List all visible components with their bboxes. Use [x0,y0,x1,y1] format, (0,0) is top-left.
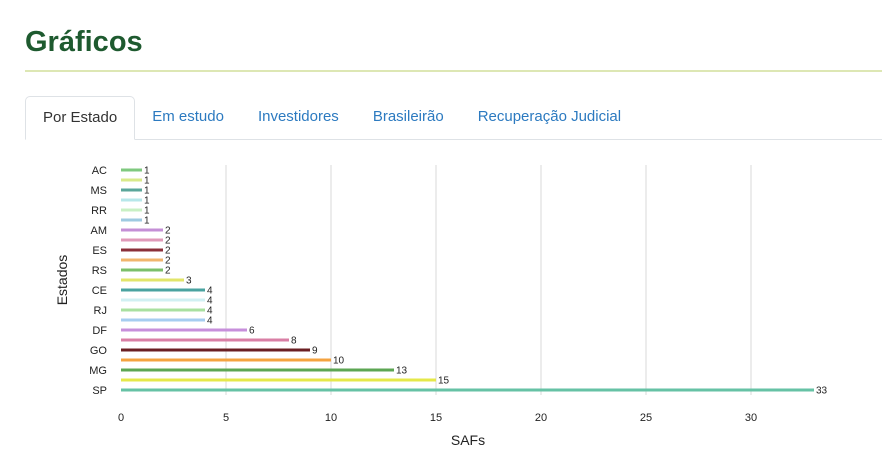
category-label: RR [91,205,107,217]
category-label: AC [92,165,107,177]
bar [121,328,247,332]
category-label: SP [92,385,107,397]
bar [121,208,142,212]
data-label: 13 [396,366,408,377]
category-label: ES [92,245,107,257]
data-label: 4 [207,306,213,317]
bar [121,198,142,202]
x-tick-label: 0 [118,412,124,424]
data-label: 2 [165,236,171,247]
bar [121,318,205,322]
data-label: 2 [165,246,171,257]
tab-bar: Por Estado Em estudo Investidores Brasil… [25,96,882,140]
category-label: DF [92,325,107,337]
data-label: 33 [816,386,828,397]
bar [121,278,184,282]
data-label: 4 [207,296,213,307]
x-tick-label: 20 [535,412,547,424]
bar [121,368,394,372]
category-label: RJ [94,305,107,317]
bar [121,228,163,232]
tab-investidores[interactable]: Investidores [257,108,339,125]
bar [121,338,289,342]
tab-por-estado[interactable]: Por Estado [25,96,136,140]
bar [121,288,205,292]
bar [121,188,142,192]
data-label: 8 [291,336,297,347]
bar [121,358,331,362]
x-tick-label: 25 [640,412,652,424]
data-label: 1 [144,216,150,227]
category-label: MG [89,365,107,377]
x-tick-label: 15 [430,412,442,424]
data-label: 1 [144,166,150,177]
category-label: GO [90,345,108,357]
bar [121,168,142,172]
data-label: 3 [186,276,192,287]
data-label: 15 [438,376,450,387]
bar [121,298,205,302]
bar [121,218,142,222]
data-label: 4 [207,316,213,327]
tab-em-estudo[interactable]: Em estudo [152,108,224,125]
category-label: CE [92,285,107,297]
bar [121,268,163,272]
x-axis-title: SAFs [451,432,485,448]
bar-chart: 1AC11MS11RR12AM22ES22RS34CE44RJ46DF89GO1… [54,165,828,448]
data-label: 2 [165,226,171,237]
bar [121,348,310,352]
x-tick-label: 5 [223,412,229,424]
data-label: 1 [144,196,150,207]
bar [121,308,205,312]
data-label: 1 [144,176,150,187]
data-label: 9 [312,346,318,357]
bar [121,178,142,182]
page-title: Gráficos [25,26,143,58]
bar [121,238,163,242]
data-label: 1 [144,206,150,217]
x-tick-label: 10 [325,412,337,424]
tab-recuperacao-judicial[interactable]: Recuperação Judicial [477,108,622,125]
category-label: AM [91,225,108,237]
category-label: RS [92,265,107,277]
data-label: 2 [165,266,171,277]
bar [121,388,814,392]
data-label: 1 [144,186,150,197]
bar [121,248,163,252]
y-axis-title: Estados [54,255,70,306]
data-label: 10 [333,356,345,367]
data-label: 2 [165,256,171,267]
tab-brasileirao[interactable]: Brasileirão [372,108,444,125]
category-label: MS [91,185,108,197]
title-divider [25,70,882,72]
bar [121,258,163,262]
bar [121,378,436,382]
x-tick-label: 30 [745,412,757,424]
data-label: 6 [249,326,255,337]
data-label: 4 [207,286,213,297]
